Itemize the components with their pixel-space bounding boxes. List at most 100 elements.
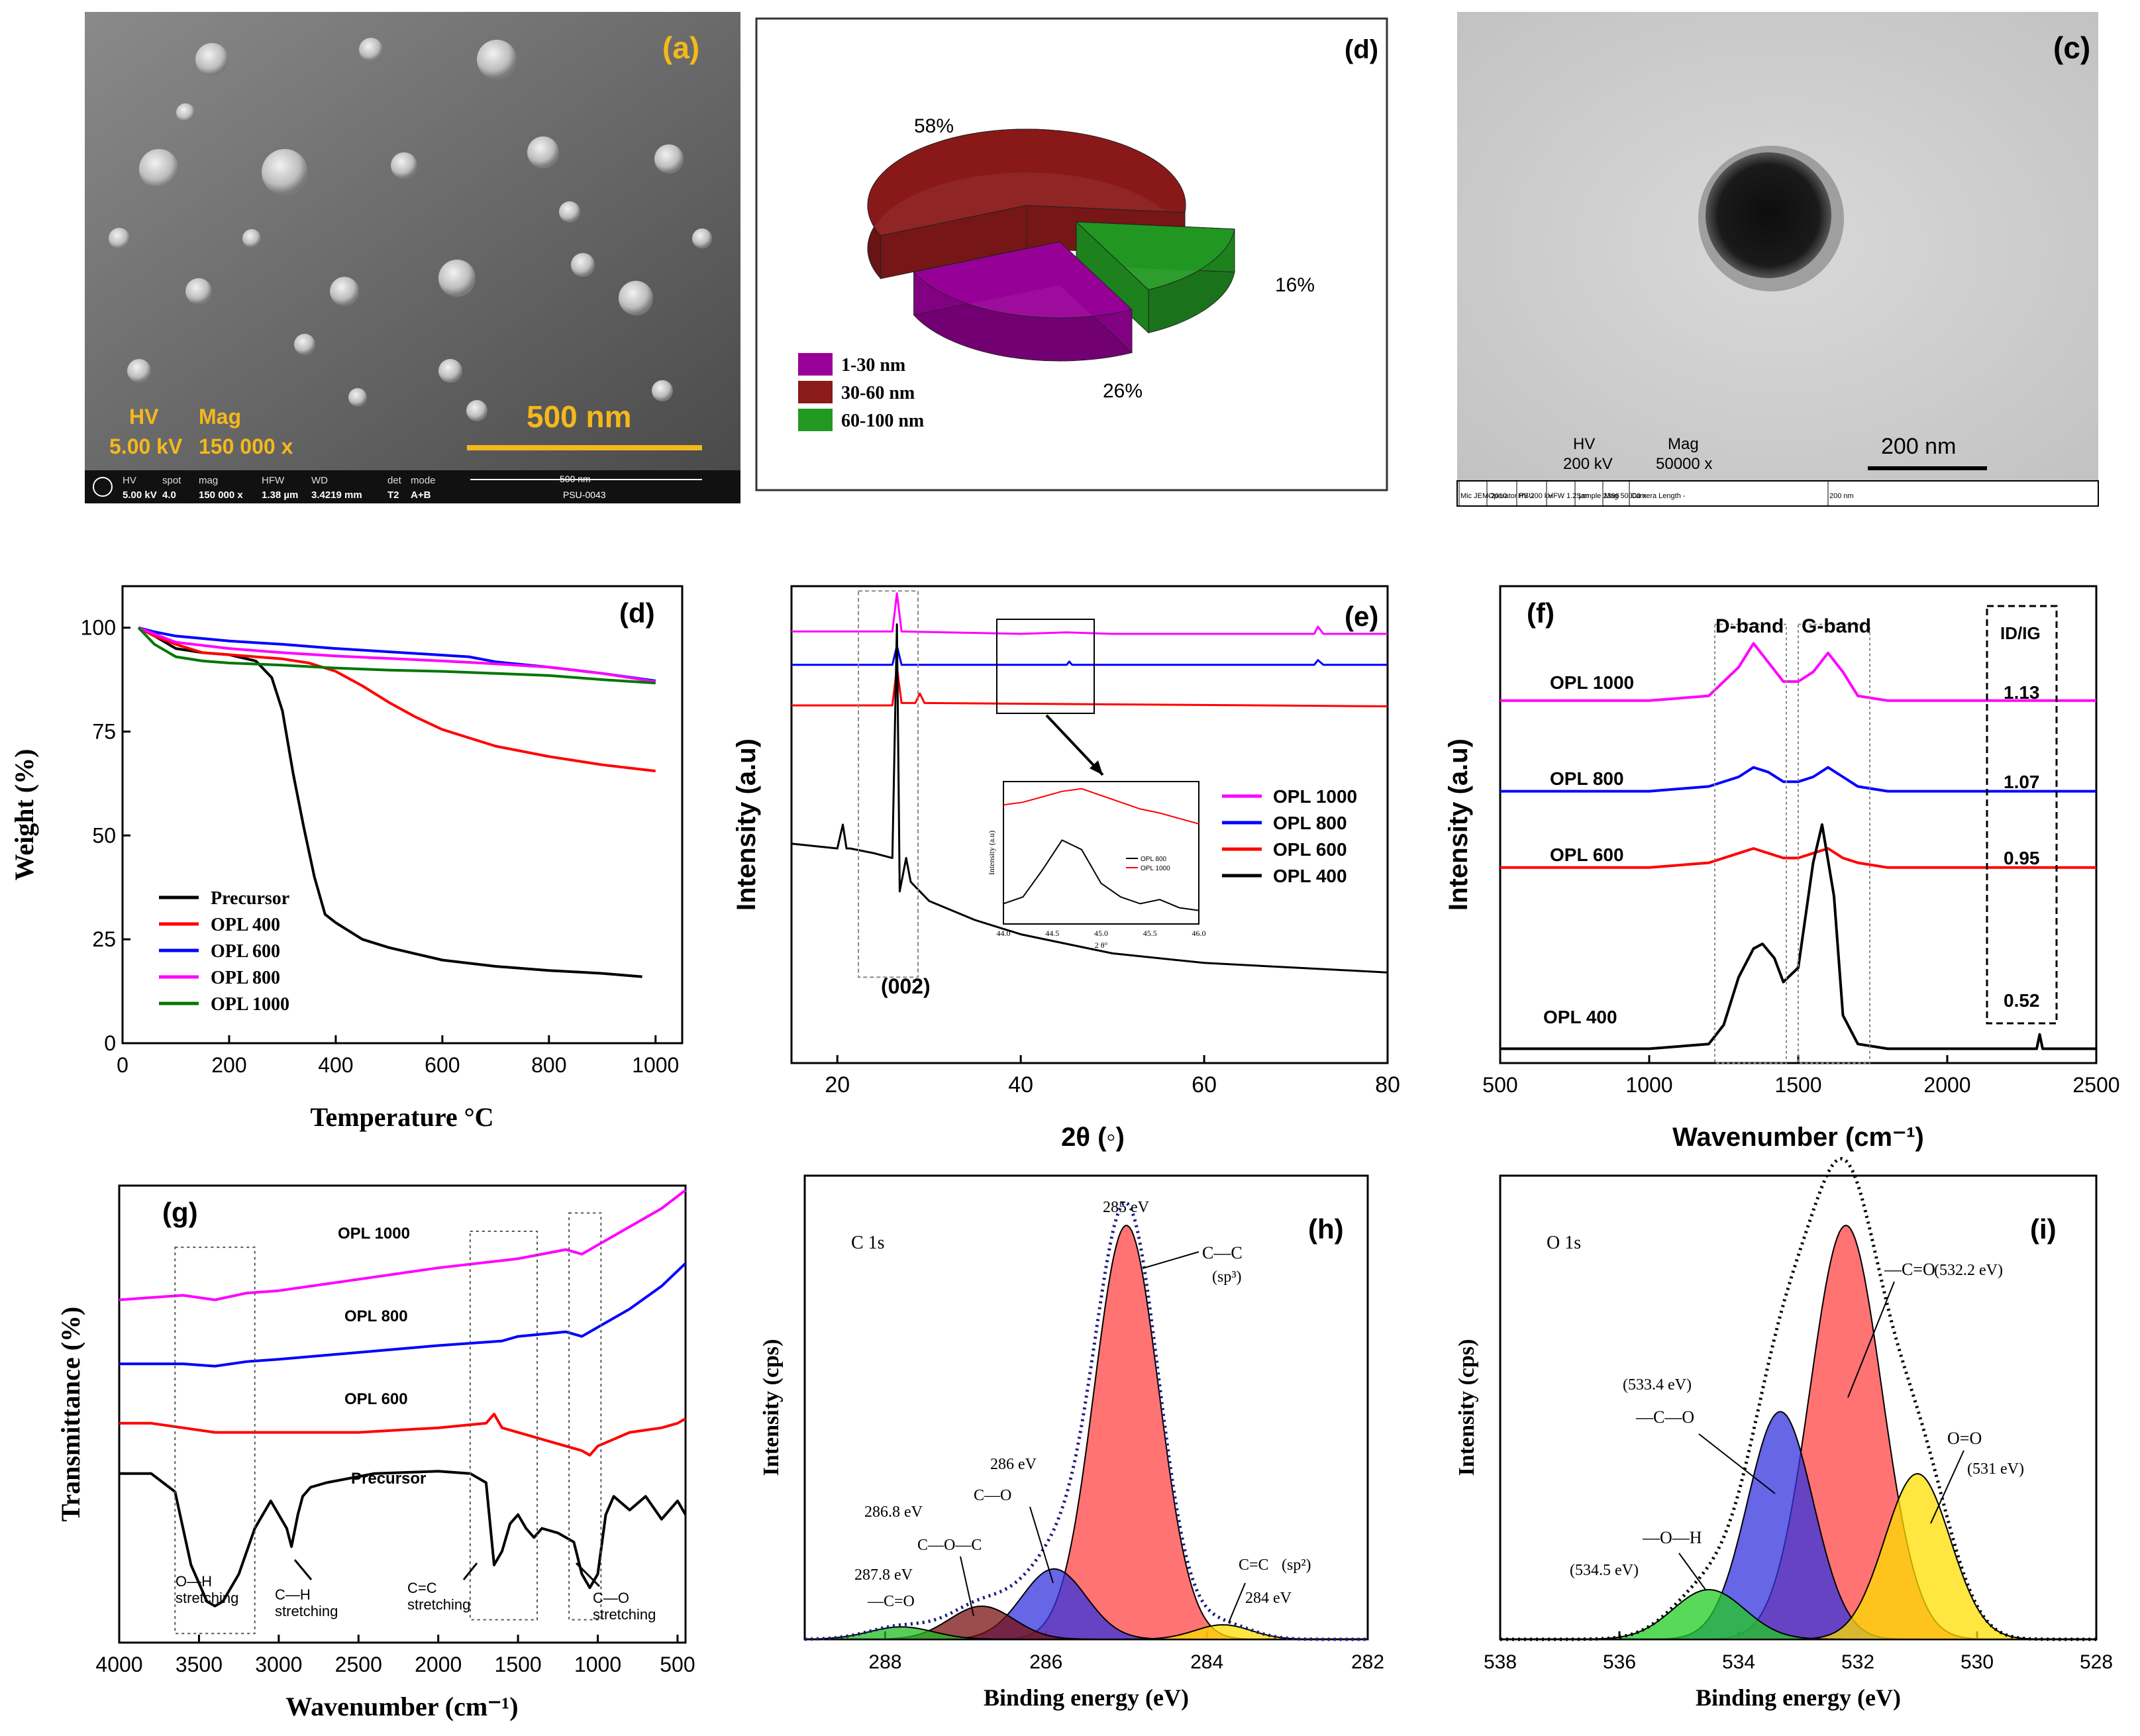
series-line <box>791 592 1388 635</box>
x-tick-label: 2000 <box>415 1653 462 1676</box>
sem-particle <box>619 281 653 315</box>
databar-value: 1.38 µm <box>262 489 298 501</box>
inset-x-tick-label: 44.0 <box>997 929 1011 938</box>
panel-letter: (i) <box>2030 1213 2057 1245</box>
x-tick-label: 60 <box>1192 1072 1217 1098</box>
x-tick-label: 282 <box>1351 1651 1384 1673</box>
databar-header: WD <box>311 475 328 486</box>
pie-slice <box>867 128 1186 236</box>
series-line <box>138 626 656 684</box>
fei-logo-icon <box>93 477 113 497</box>
tem-databar <box>1456 480 2099 507</box>
leader-line <box>1847 1281 1895 1398</box>
pie-pct-label: 26% <box>1103 380 1143 402</box>
hv-label: HV <box>129 405 159 429</box>
y-axis-label: Weight (%) <box>9 749 39 881</box>
inset-frame <box>1003 781 1199 925</box>
panel-e-letter: (e) <box>1345 601 1378 632</box>
hv-value: 5.00 kV <box>109 434 183 458</box>
pie-legend: 1-30 nm 30-60 nm 60-100 nm <box>798 353 924 431</box>
peak-label: 284 eV <box>1245 1590 1292 1607</box>
databar-value: 5.00 kV <box>123 489 157 501</box>
sem-particle <box>438 359 462 383</box>
series-line <box>791 644 1388 666</box>
sem-particle <box>176 103 195 122</box>
peak-label: (sp²) <box>1282 1557 1311 1574</box>
scale-label: 500 nm <box>527 399 632 434</box>
sem-particle <box>185 278 212 305</box>
scale-bar <box>467 445 702 450</box>
panel-c-letter: (c) <box>2053 30 2090 65</box>
panel-a-letter: (a) <box>662 30 699 65</box>
pie-pct-label: 16% <box>1275 274 1315 296</box>
leader-line <box>1698 1433 1776 1494</box>
legend-label: OPL 400 <box>211 915 280 935</box>
x-tick-label: 0 <box>117 1053 128 1077</box>
x-tick-label: 532 <box>1841 1651 1874 1673</box>
inset-series-line <box>1003 788 1199 825</box>
y-axis-label: Transmittance (%) <box>56 1307 85 1522</box>
tem-scale-label: 200 nm <box>1881 434 1956 459</box>
series-line <box>791 623 1388 974</box>
x-tick-label: 528 <box>2080 1651 2113 1673</box>
databar-value: 4.0 <box>162 489 176 501</box>
panel-a: (a) HV 5.00 kV Mag 150 000 x 500 nm HV 5.… <box>85 12 740 503</box>
inset-x-tick-label: 44.5 <box>1045 929 1059 938</box>
x-tick-label: 288 <box>868 1651 901 1673</box>
leader-line <box>1678 1553 1706 1590</box>
tem-databar-cell: 200 nm <box>1829 492 1854 500</box>
x-tick-label: 800 <box>531 1053 566 1077</box>
sem-particle <box>466 400 487 421</box>
x-tick-label: 3000 <box>255 1653 302 1676</box>
tem-databar-cell: Camera Length - <box>1631 492 1686 500</box>
peak-label: 286.8 eV <box>864 1504 923 1521</box>
inset-x-tick-label: 45.0 <box>1094 929 1108 938</box>
databar-value: T2 <box>387 489 399 501</box>
sem-particle <box>692 229 712 248</box>
x-tick-label: 536 <box>1603 1651 1636 1673</box>
series-line <box>138 626 656 773</box>
panel-d-letter: (d) <box>619 597 655 629</box>
ratio-value: 1.07 <box>2004 772 2040 792</box>
sem-image <box>85 12 740 470</box>
leader-line <box>1228 1582 1246 1623</box>
legend-swatch <box>798 409 833 431</box>
zoom-arrowhead-icon <box>1090 760 1103 775</box>
annotation-label: stretching <box>275 1603 338 1619</box>
sem-particle <box>527 136 559 168</box>
peak-label: —C=O <box>867 1593 915 1610</box>
series-line <box>119 1413 686 1457</box>
sem-particle <box>109 228 130 249</box>
sem-particle <box>559 201 580 223</box>
panel-h: 288 286 284 282 (h) Binding energy (eV) Intens… <box>759 1174 1384 1711</box>
sem-particle <box>359 38 383 62</box>
legend-label: OPL 400 <box>1273 866 1347 886</box>
y-tick-label: 0 <box>104 1031 116 1055</box>
panel-i: 538 536 534 532 530 528 (i) Binding energy (eV)… <box>1454 1156 2113 1711</box>
sem-databar <box>85 470 740 503</box>
series-label: OPL 1000 <box>1550 672 1634 693</box>
peak-label: (sp³) <box>1212 1268 1242 1286</box>
y-tick-label: 75 <box>92 720 116 744</box>
legend-swatch <box>798 381 833 403</box>
x-tick-label: 286 <box>1029 1651 1062 1673</box>
inset-x-label: 2 θ° <box>1095 941 1108 950</box>
annotation-label: stretching <box>176 1590 238 1606</box>
series-label: Precursor <box>351 1470 426 1488</box>
x-tick-label: 284 <box>1190 1651 1223 1673</box>
plot-frame <box>790 585 1389 1064</box>
x-tick-label: 80 <box>1375 1072 1400 1098</box>
peak-label: —C=O <box>1884 1260 1935 1279</box>
legend-label: OPL 600 <box>211 941 280 962</box>
series-label: OPL 400 <box>1543 1007 1617 1027</box>
y-tick-label: 25 <box>92 927 116 951</box>
mag-value: 150 000 x <box>199 434 293 458</box>
annotation-label: C—H <box>275 1586 311 1603</box>
sem-particle <box>438 260 476 297</box>
tem-particle <box>1706 152 1831 278</box>
sem-particles <box>109 38 712 421</box>
y-axis-label: Intensity (cps) <box>1454 1339 1479 1476</box>
panel-b: (d) 26% 58% 16% 1-30 nm 30-60 nm 60-100 nm <box>755 17 1388 491</box>
peak-label: C—C <box>1202 1243 1243 1262</box>
